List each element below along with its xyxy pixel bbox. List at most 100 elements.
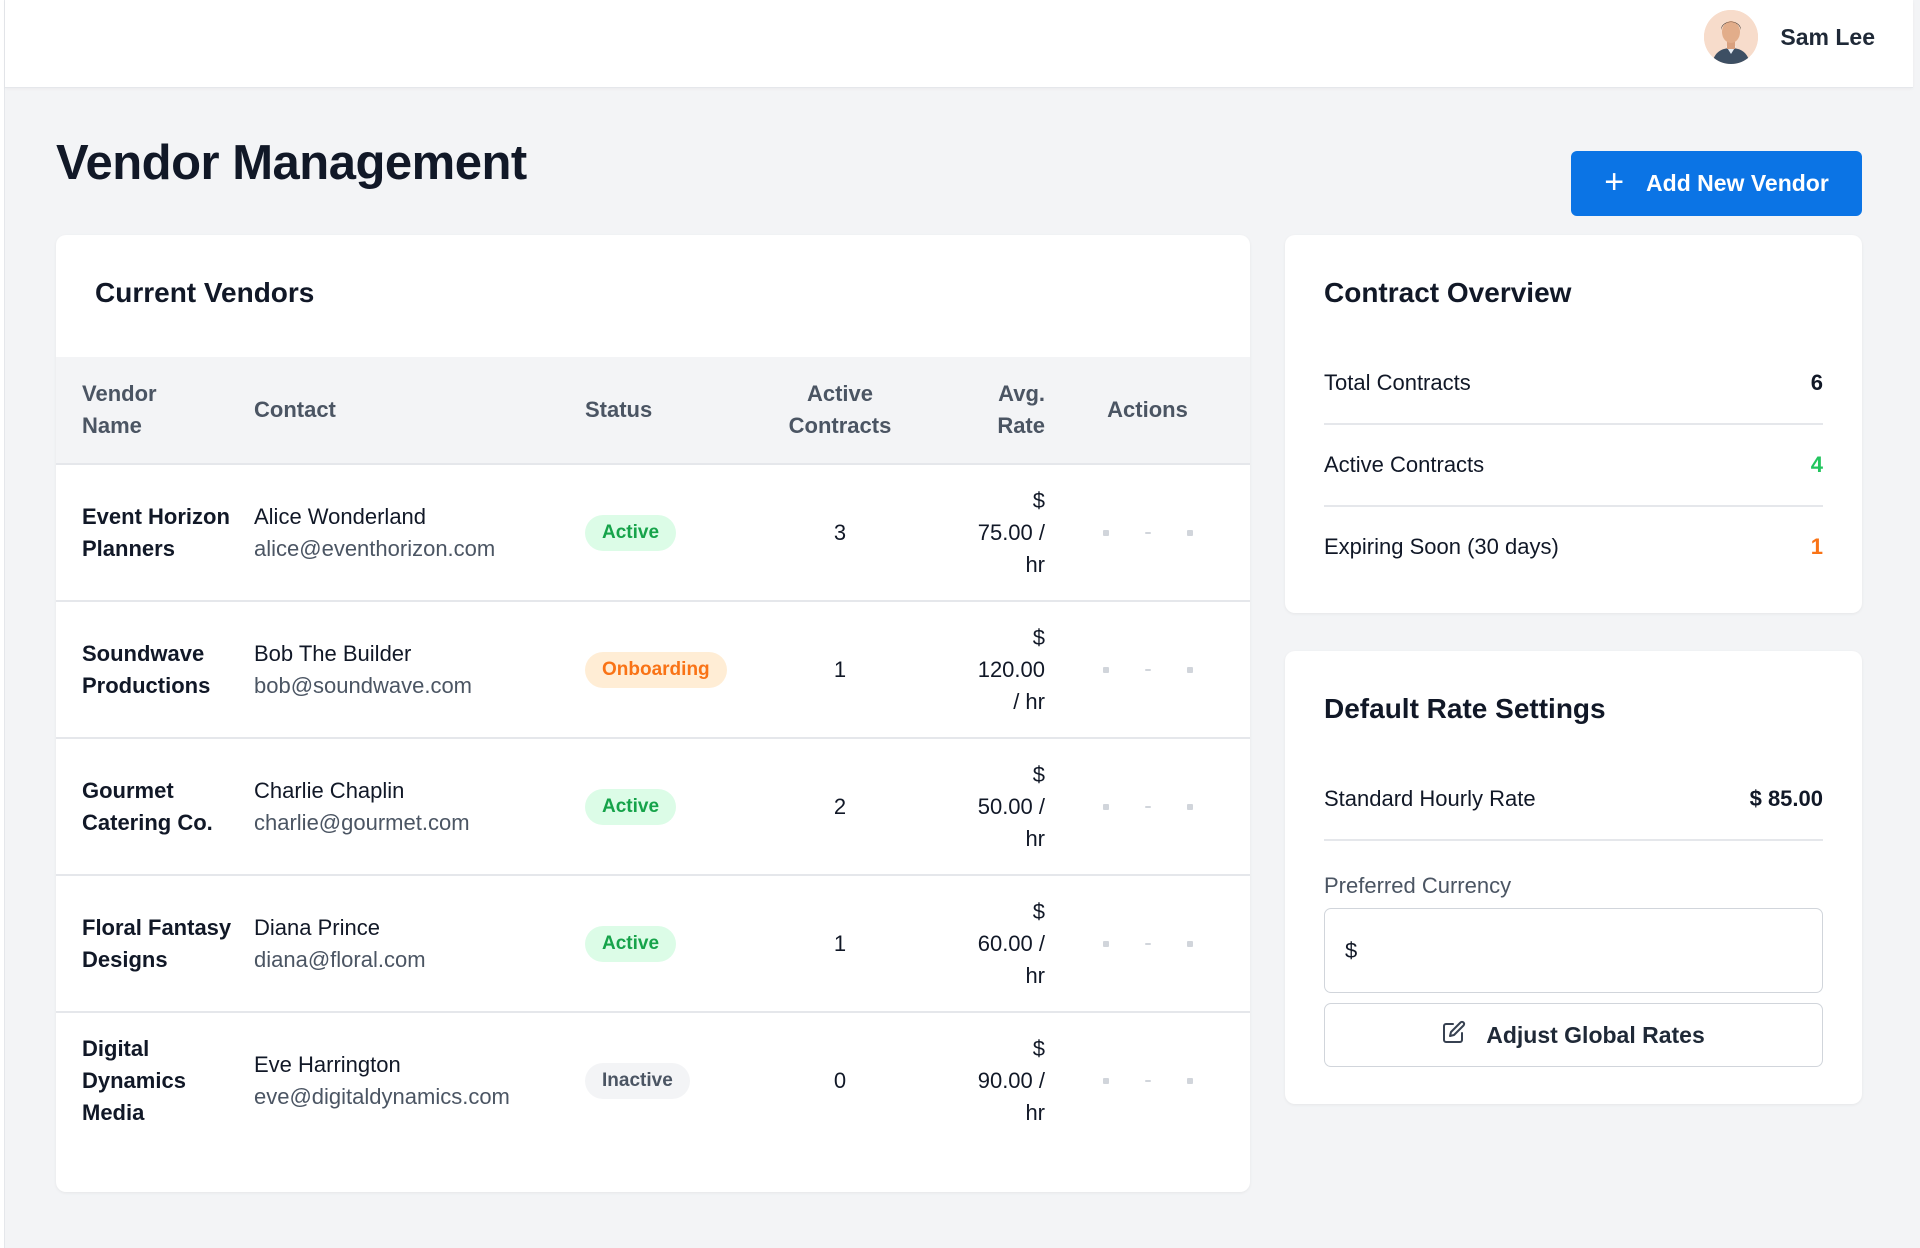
delete-vendor-button[interactable] xyxy=(1186,803,1193,810)
edit-vendor-button[interactable] xyxy=(1144,1080,1151,1082)
page-title: Vendor Management xyxy=(56,136,527,190)
total-contracts-row: Total Contracts 6 xyxy=(1324,343,1823,423)
contact-email: eve@digitaldynamics.com xyxy=(254,1084,510,1109)
total-contracts-value: 6 xyxy=(1810,370,1823,395)
rate-line: $ xyxy=(1032,487,1045,513)
user-menu[interactable]: Sam Lee xyxy=(1704,10,1875,64)
rate-line: hr xyxy=(1025,962,1045,988)
active-contracts-row: Active Contracts 4 xyxy=(1324,425,1823,505)
table-header-row: Vendor Name Contact Status Active Contract… xyxy=(56,357,1250,464)
active-contracts-label: Active Contracts xyxy=(1324,452,1485,477)
contract-overview-card: Contract Overview Total Contracts 6 Acti… xyxy=(1285,235,1862,613)
edit-vendor-button[interactable] xyxy=(1144,668,1151,671)
column-avg-rate: Avg. Rate xyxy=(997,381,1045,438)
divider xyxy=(1324,423,1823,425)
table-row[interactable]: Floral Fantasy Designs Diana Prince diana@… xyxy=(56,875,1250,1012)
vendor-status: Active xyxy=(585,738,757,875)
expiring-soon-label: Expiring Soon (30 days) xyxy=(1324,534,1559,559)
rate-line: hr xyxy=(1025,825,1045,851)
rate-line: 90.00 / xyxy=(977,1068,1045,1093)
plus-icon: + xyxy=(1604,163,1625,201)
delete-vendor-button[interactable] xyxy=(1186,940,1193,947)
status-badge: Inactive xyxy=(585,1063,690,1099)
vendor-name: Gourmet Catering Co. xyxy=(82,777,213,835)
active-contracts: 1 xyxy=(833,656,847,682)
vendors-table: Vendor Name Contact Status Active Contract… xyxy=(56,357,1250,1149)
table-row[interactable]: Gourmet Catering Co. Charlie Chaplin charl… xyxy=(56,738,1250,875)
current-vendors-title: Current Vendors xyxy=(95,277,315,308)
avg-rate: $120.00 / hr xyxy=(923,601,1045,738)
preferred-currency-input[interactable] xyxy=(1324,908,1823,993)
adjust-global-rates-button[interactable]: Adjust Global Rates xyxy=(1324,1003,1823,1067)
rate-line: $ xyxy=(1032,761,1045,787)
avg-rate: $90.00 / hr xyxy=(923,1012,1045,1149)
vendor-name: Floral Fantasy Designs xyxy=(82,914,232,972)
column-vendor-name: Vendor Name xyxy=(82,381,157,438)
edit-vendor-button[interactable] xyxy=(1144,805,1151,808)
column-active-contracts: Active Contracts xyxy=(788,381,892,438)
vendor-name: Event Horizon Planners xyxy=(82,503,230,561)
view-vendor-button[interactable] xyxy=(1102,1078,1109,1084)
contact-name: Eve Harrington xyxy=(254,1052,401,1077)
view-vendor-button[interactable] xyxy=(1102,666,1109,673)
avg-rate: $75.00 / hr xyxy=(923,464,1045,601)
edit-vendor-button[interactable] xyxy=(1144,531,1151,534)
default-rate-settings-title: Default Rate Settings xyxy=(1324,693,1606,724)
expiring-soon-value: 1 xyxy=(1810,534,1823,559)
contact-email: alice@eventhorizon.com xyxy=(254,535,496,561)
view-vendor-button[interactable] xyxy=(1102,940,1109,947)
divider xyxy=(1324,839,1823,841)
status-badge: Onboarding xyxy=(585,651,727,688)
vendor-contact: Charlie Chaplin charlie@gourmet.com xyxy=(254,738,585,875)
contact-name: Alice Wonderland xyxy=(254,503,427,529)
contact-email: charlie@gourmet.com xyxy=(254,809,470,835)
vendor-status: Active xyxy=(585,875,757,1012)
vendor-contact: Diana Prince diana@floral.com xyxy=(254,875,585,1012)
rate-line: 75.00 / xyxy=(977,519,1045,545)
add-new-vendor-label: Add New Vendor xyxy=(1646,170,1829,196)
vendor-name: Digital Dynamics Media xyxy=(82,1036,186,1125)
column-contact: Contact xyxy=(254,397,336,422)
table-row[interactable]: Event Horizon Planners Alice Wonderland al… xyxy=(56,464,1250,601)
edit-icon xyxy=(1442,1020,1466,1050)
view-vendor-button[interactable] xyxy=(1102,529,1109,536)
standard-hourly-rate-label: Standard Hourly Rate xyxy=(1324,786,1536,811)
adjust-global-rates-label: Adjust Global Rates xyxy=(1486,1021,1705,1048)
contract-overview-title: Contract Overview xyxy=(1324,277,1572,308)
rate-line: hr xyxy=(1025,1100,1045,1125)
vendor-status: Inactive xyxy=(585,1012,757,1149)
active-contracts: 3 xyxy=(833,519,847,545)
rate-line: 60.00 / xyxy=(977,930,1045,956)
contact-email: bob@soundwave.com xyxy=(254,672,473,698)
edit-vendor-button[interactable] xyxy=(1144,942,1151,945)
default-rate-settings-card: Default Rate Settings Standard Hourly Ra… xyxy=(1285,651,1862,1104)
row-actions xyxy=(1045,464,1250,601)
divider xyxy=(1324,505,1823,507)
user-avatar-icon[interactable] xyxy=(1704,10,1759,64)
rate-line: hr xyxy=(1025,551,1045,577)
row-actions xyxy=(1045,875,1250,1012)
rate-line: $ xyxy=(1032,898,1045,924)
delete-vendor-button[interactable] xyxy=(1186,529,1193,536)
current-vendors-card: Current Vendors Vendor Name Contact Statu… xyxy=(56,235,1250,1192)
vendor-contact: Alice Wonderland alice@eventhorizon.com xyxy=(254,464,585,601)
preferred-currency-label: Preferred Currency xyxy=(1324,873,1512,898)
delete-vendor-button[interactable] xyxy=(1186,666,1193,673)
avg-rate: $50.00 / hr xyxy=(923,738,1045,875)
total-contracts-label: Total Contracts xyxy=(1324,370,1471,395)
view-vendor-button[interactable] xyxy=(1102,803,1109,810)
rate-line: / hr xyxy=(1013,688,1045,714)
column-status: Status xyxy=(585,397,653,422)
standard-hourly-rate-value: $ 85.00 xyxy=(1749,786,1823,811)
delete-vendor-button[interactable] xyxy=(1186,1078,1193,1084)
table-row[interactable]: Digital Dynamics Media Eve Harrington eve@… xyxy=(56,1012,1250,1149)
vendor-status: Active xyxy=(585,464,757,601)
rate-line: $ xyxy=(1032,624,1045,650)
contact-name: Diana Prince xyxy=(254,914,380,940)
status-badge: Active xyxy=(585,788,677,825)
add-new-vendor-button[interactable]: + Add New Vendor xyxy=(1571,151,1862,216)
column-actions: Actions xyxy=(1107,397,1188,422)
table-row[interactable]: Soundwave Productions Bob The Builder bob@… xyxy=(56,601,1250,738)
active-contracts: 1 xyxy=(833,930,847,956)
row-actions xyxy=(1045,738,1250,875)
